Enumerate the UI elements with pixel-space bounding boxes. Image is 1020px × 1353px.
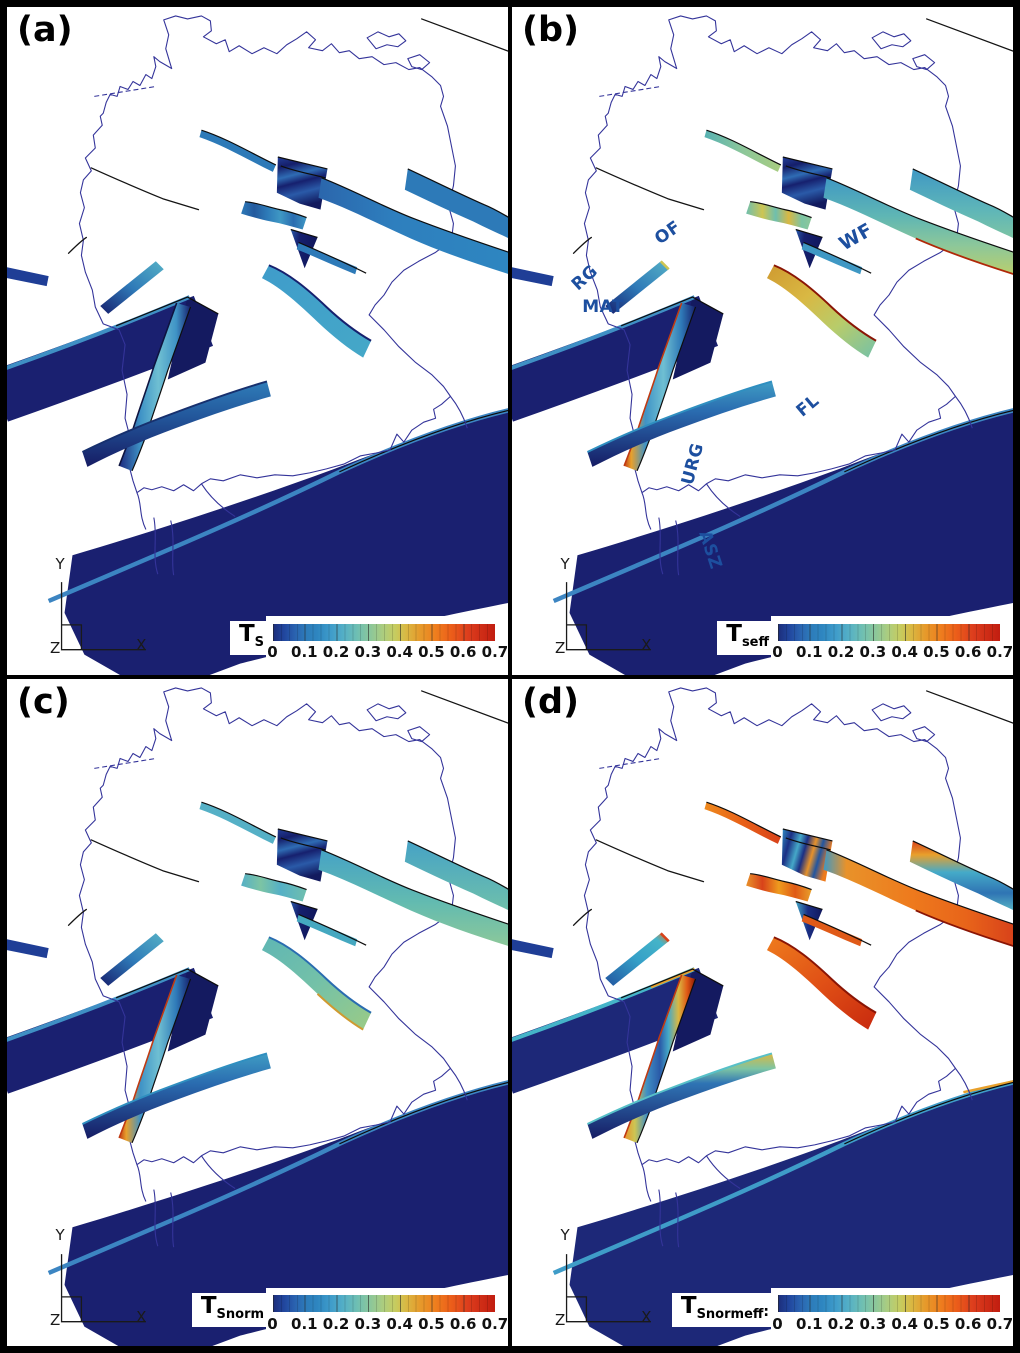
axis-y-label: Y <box>560 554 570 573</box>
colorbar-tick: 0.2 <box>827 643 855 662</box>
colorbar-tick: 0.3 <box>859 643 887 662</box>
colorbar-tick: 0 <box>267 1314 278 1333</box>
colorbar-tick: 0.2 <box>322 643 350 662</box>
axis-z-label: Z <box>49 1310 61 1329</box>
fault-label-mat: MAT <box>582 296 625 317</box>
panel-b: (b) OF WF RG MAT FL URG ASZ Y X Z Tseff … <box>512 7 1013 675</box>
axis-z-label: Z <box>554 639 566 658</box>
colorbar-tick: 0.4 <box>891 643 918 662</box>
colorbar-tick: 0.6 <box>954 1314 982 1333</box>
germany-fault-map-c <box>7 679 508 1347</box>
colorbar-tick: 0.1 <box>291 643 318 662</box>
colorbar-tick: 0.5 <box>418 643 445 662</box>
colorbar-tick: 0 <box>772 1314 783 1333</box>
panel-label: (d) <box>522 681 580 722</box>
axis-x-label: X <box>136 636 147 655</box>
colorbar-tick: 0.4 <box>386 1314 413 1333</box>
colorbar-ticks: 0 0.1 0.2 0.3 0.4 0.5 0.6 0.7 <box>772 643 1013 664</box>
colorbar-tick: 0.7 <box>986 1314 1013 1333</box>
colorbar-tick: 0.2 <box>827 1314 855 1333</box>
axis-y-label: Y <box>55 1226 65 1245</box>
colorbar-ticks: 0 0.1 0.2 0.3 0.4 0.5 0.6 0.7 <box>772 1314 1013 1336</box>
axis-z-label: Z <box>554 1310 566 1329</box>
panel-label: (b) <box>522 10 580 50</box>
panel-label: (c) <box>17 681 70 722</box>
colorbar-tick: 0.5 <box>418 1314 445 1333</box>
colorbar-tick: 0.5 <box>923 1314 950 1333</box>
colorbar-tick: 0.1 <box>796 643 823 662</box>
colorbar-tick: 0.4 <box>386 643 413 662</box>
colorbar-ticks: 0 0.1 0.2 0.3 0.4 0.5 0.6 0.7 <box>267 1314 508 1336</box>
axis-z-label: Z <box>49 639 61 658</box>
colorbar-title: TSnormeff: <box>671 1292 777 1327</box>
colorbar-tick: 0.1 <box>291 1314 318 1333</box>
colorbar-ticks: 0 0.1 0.2 0.3 0.4 0.5 0.6 0.7 <box>267 643 508 664</box>
colorbar-tick: 0.7 <box>986 643 1013 662</box>
axis-x-label: X <box>641 1307 652 1326</box>
colorbar-title: TS <box>229 621 272 656</box>
colorbar-tick: 0.6 <box>449 1314 477 1333</box>
colorbar-title: TSnorm <box>191 1292 272 1327</box>
colorbar-tick: 0.6 <box>449 643 477 662</box>
germany-fault-map-a <box>7 7 508 675</box>
colorbar <box>777 623 1000 641</box>
colorbar-tick: 0.3 <box>354 643 382 662</box>
colorbar <box>272 623 495 641</box>
axis-y-label: Y <box>560 1226 570 1245</box>
colorbar-tick: 0 <box>772 643 783 662</box>
panel-d: (d) Y X Z TSnormeff: 0 0.1 0.2 0.3 0.4 0… <box>512 678 1013 1347</box>
colorbar-tick: 0.4 <box>891 1314 918 1333</box>
germany-fault-map-b <box>512 7 1013 675</box>
panel-label: (a) <box>17 10 73 50</box>
panel-c: (c) Y X Z TSnorm 0 0.1 0.2 0.3 0.4 0.5 0… <box>7 678 508 1347</box>
axis-y-label: Y <box>55 554 65 573</box>
colorbar-tick: 0.7 <box>481 643 508 662</box>
colorbar-tick: 0 <box>267 643 278 662</box>
axis-x-label: X <box>136 1307 147 1326</box>
colorbar <box>777 1295 1000 1313</box>
colorbar-tick: 0.1 <box>796 1314 823 1333</box>
colorbar-tick: 0.3 <box>354 1314 382 1333</box>
panel-a: (a) Y X Z TS 0 0.1 0.2 0.3 0.4 0.5 0.6 0… <box>7 7 508 675</box>
colorbar-tick: 0.6 <box>954 643 982 662</box>
colorbar-tick: 0.3 <box>859 1314 887 1333</box>
axis-x-label: X <box>641 636 652 655</box>
colorbar <box>272 1295 495 1313</box>
germany-fault-map-d <box>512 679 1013 1347</box>
colorbar-tick: 0.5 <box>923 643 950 662</box>
colorbar-tick: 0.2 <box>322 1314 350 1333</box>
colorbar-title: Tseff <box>717 621 777 656</box>
colorbar-tick: 0.7 <box>481 1314 508 1333</box>
